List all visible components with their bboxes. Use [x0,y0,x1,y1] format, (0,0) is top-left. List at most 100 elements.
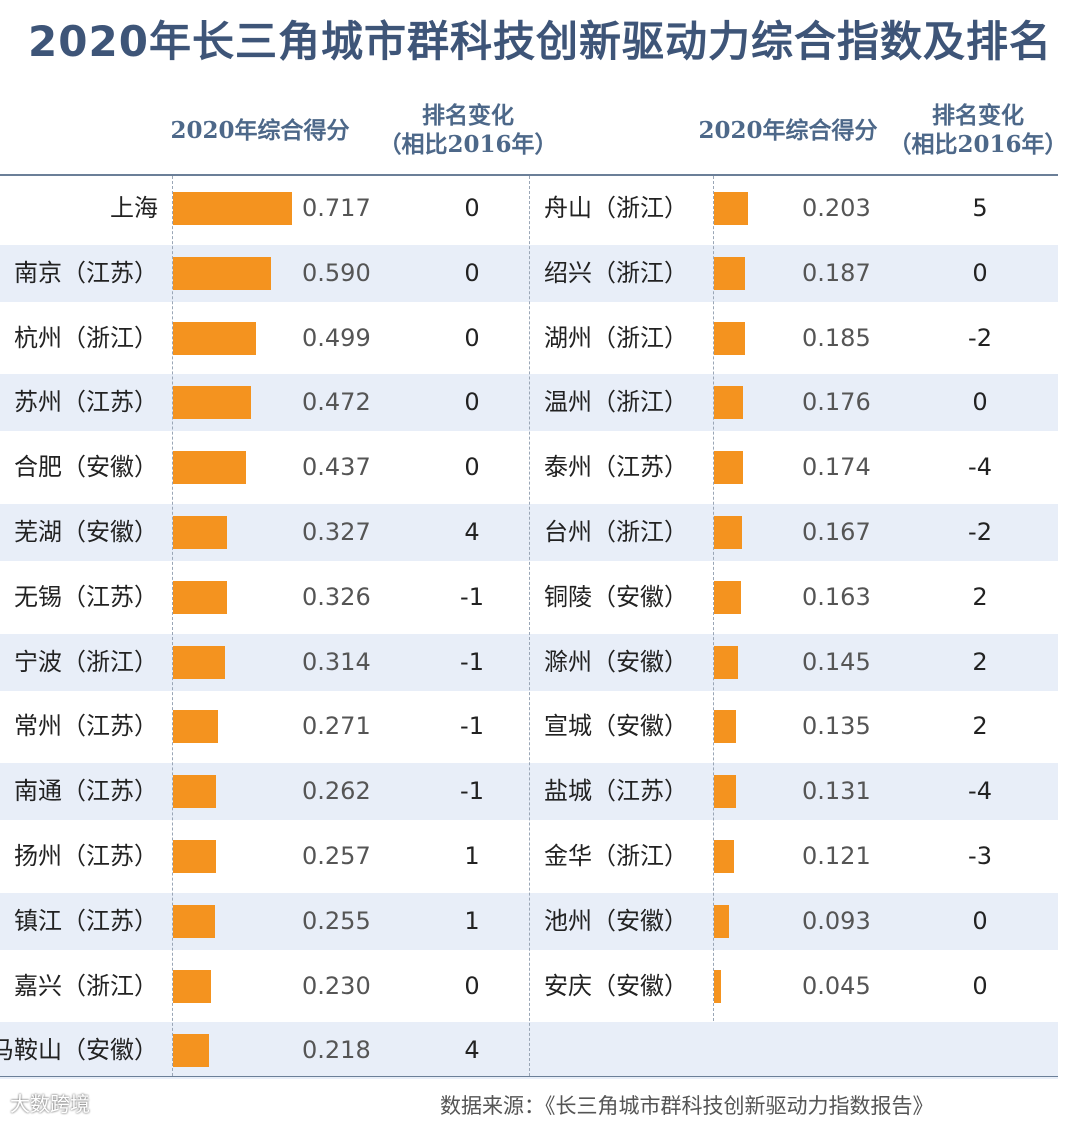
bottom-rule [0,1076,1058,1077]
city-label: 无锡（江苏） [14,582,158,611]
score-value-label: 0.218 [302,1036,371,1065]
score-bar [173,451,246,485]
score-bar [714,710,737,744]
score-bar [173,969,212,1003]
city-label: 南通（江苏） [14,777,158,806]
city-label: 杭州（浙江） [14,323,158,352]
rank-change-label: -1 [460,647,484,676]
score-bar [173,256,271,290]
score-bar [173,580,228,614]
rank-change-label: 5 [972,194,988,222]
header-rule [0,174,1058,176]
table-row: 上海 0.717 0 [0,176,1058,241]
table-row: 无锡（江苏） 0.326 -1 [0,565,1058,630]
city-label: 嘉兴（浙江） [14,971,158,1000]
score-value-label: 0.093 [802,906,871,935]
table-row: 安庆（安徽） 0.045 0 [0,954,1058,1019]
score-value-label: 0.230 [302,971,371,1000]
rank-change-label: 4 [464,518,480,546]
table-row: 温州（浙江） 0.176 0 [0,370,1058,435]
score-bar [173,645,226,679]
score-bar [714,192,748,225]
header-change-line1: 排名变化 [422,102,514,129]
score-value-label: 0.590 [302,258,371,287]
table-row: 宁波（浙江） 0.314 -1 [0,630,1058,695]
rank-change-label: 0 [972,258,988,287]
score-value-label: 0.174 [802,453,871,482]
score-bar [714,645,739,679]
rank-change-label: 0 [464,194,480,222]
city-label: 镇江（江苏） [14,906,158,935]
table-row: 湖州（浙江） 0.185 -2 [0,306,1058,371]
score-bar [173,192,293,225]
score-bar [714,775,736,809]
rank-change-label: 2 [972,582,988,611]
city-label: 芜湖（安徽） [14,518,158,546]
rank-change-label: 0 [464,453,480,482]
watermark: 大数跨境 [10,1092,90,1116]
score-bar [173,321,256,355]
city-label: 盐城（江苏） [544,777,688,806]
score-bar [714,516,742,549]
rank-change-label: -1 [460,777,484,806]
score-value-label: 0.314 [302,647,371,676]
score-bar [173,840,216,873]
table-row: 宣城（安徽） 0.135 2 [0,694,1058,759]
city-label: 铜陵（安徽） [544,582,688,611]
city-label: 温州（浙江） [544,388,688,417]
score-bar [714,321,745,355]
rank-change-label: -2 [968,518,992,546]
score-value-label: 0.271 [302,712,371,741]
city-label: 扬州（江苏） [14,842,158,870]
rank-change-label: -4 [968,777,992,806]
source-note: 数据来源：《长三角城市群科技创新驱动力指数报告》 [440,1094,934,1118]
score-bar [173,710,218,744]
city-label: 湖州（浙江） [544,323,688,352]
table-row: 金华（浙江） 0.121 -3 [0,824,1058,889]
table-row: 杭州（浙江） 0.499 0 [0,306,1058,371]
score-bar [714,969,722,1003]
score-value-label: 0.145 [802,647,871,676]
rank-change-label: -2 [968,323,992,352]
score-bar [714,256,746,290]
rank-change-label: 0 [972,388,988,417]
score-value-label: 0.326 [302,582,371,611]
score-bar [173,516,228,549]
score-value-label: 0.121 [802,842,871,870]
rank-change-label: -3 [968,842,992,870]
city-label: 宣城（安徽） [544,712,688,741]
table-row: 苏州（江苏） 0.472 0 [0,370,1058,435]
table-row: 合肥（安徽） 0.437 0 [0,435,1058,500]
score-value-label: 0.257 [302,842,371,870]
city-label: 金华（浙江） [544,842,688,870]
score-value-label: 0.255 [302,906,371,935]
rank-change-label: 0 [972,971,988,1000]
score-bar [173,775,217,809]
right-bar-axis [713,176,714,1021]
city-label: 苏州（江苏） [14,388,158,417]
table-row: 常州（江苏） 0.271 -1 [0,694,1058,759]
score-bar [173,386,252,420]
score-value-label: 0.045 [802,971,871,1000]
header-change-line1: 排名变化 [932,102,1024,129]
score-value-label: 0.176 [802,388,871,417]
city-label: 台州（浙江） [544,518,688,546]
table-row: 南京（江苏） 0.590 0 [0,241,1058,306]
table-row: 台州（浙江） 0.167 -2 [0,500,1058,565]
rank-change-label: 0 [464,388,480,417]
header-change-line2: （相比2016年） [888,131,1068,158]
rank-change-label: 2 [972,712,988,741]
rank-change-label: -1 [460,712,484,741]
table-row: 盐城（江苏） 0.131 -4 [0,759,1058,824]
left-bar-axis [172,176,173,1076]
city-label: 舟山（浙江） [544,194,688,222]
score-bar [714,840,735,873]
rank-change-label: 2 [972,647,988,676]
table-row: 嘉兴（浙江） 0.230 0 [0,954,1058,1019]
table-row: 舟山（浙江） 0.203 5 [0,176,1058,241]
header-change-right: 排名变化 （相比2016年） [888,101,1068,159]
city-label: 滁州（安徽） [544,647,688,676]
table-row: 绍兴（浙江） 0.187 0 [0,241,1058,306]
rank-change-label: 0 [464,258,480,287]
score-value-label: 0.131 [802,777,871,806]
